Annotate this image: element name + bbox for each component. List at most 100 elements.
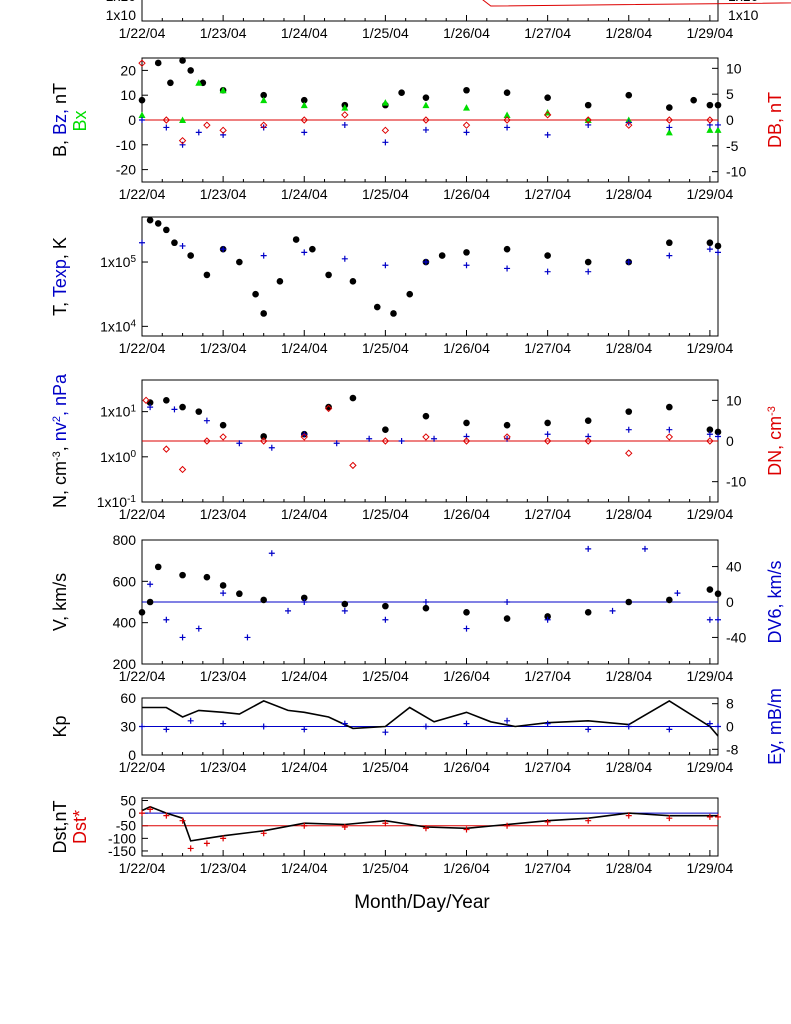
- data-point-velocity-1: [382, 616, 389, 623]
- data-point-kp-1: [504, 717, 511, 724]
- data-point-density-1: [625, 426, 632, 433]
- data-point-density-0: [706, 426, 714, 434]
- data-point-imf-0: [503, 89, 511, 97]
- data-point-imf-0: [584, 101, 592, 109]
- data-point-dst-1: [301, 822, 308, 829]
- panel-density: 1/22/04 1/23/04 1/24/04 1/25/04 1/26/04 1/27/…: [50, 373, 785, 522]
- y-axis-label-right-kp: Ey, mB/m: [765, 688, 785, 765]
- plot-frame-dst: [141, 797, 719, 857]
- data-point-temp-1: [382, 262, 389, 269]
- y-tick-label-right: 0: [726, 594, 734, 610]
- data-point-density-1: [203, 417, 210, 424]
- panel-temp: 1/22/04 1/23/04 1/24/04 1/25/04 1/26/04 1/27/…: [50, 216, 734, 356]
- x-tick-label: 1/22/04: [119, 668, 166, 684]
- data-point-kp-1: [422, 723, 429, 730]
- data-point-density-1: [706, 431, 713, 438]
- data-point-velocity-1: [609, 607, 616, 614]
- x-tick-label: 1/23/04: [200, 186, 247, 202]
- y-tick-label: 0: [128, 805, 136, 821]
- data-point-imf-3: [503, 116, 511, 124]
- data-point-density-0: [422, 412, 430, 420]
- data-point-imf-1: [422, 101, 430, 109]
- y-tick-label: 20: [120, 62, 136, 78]
- y-tick-label-right: -5: [726, 138, 739, 154]
- data-point-density-2: [381, 437, 390, 445]
- data-point-density-2: [162, 445, 171, 453]
- x-tick-label: 1/24/04: [281, 668, 328, 684]
- data-point-imf-2: [422, 126, 429, 133]
- data-point-density-2: [462, 437, 471, 445]
- data-point-temp-0: [406, 290, 414, 298]
- x-tick-label: 1/29/04: [687, 340, 734, 356]
- data-point-density-0: [260, 433, 267, 440]
- data-point-density-0: [349, 394, 357, 402]
- y-tick-label-right: 5: [726, 86, 734, 102]
- data-point-imf-2: [341, 121, 348, 128]
- panel-imf: 1/22/04 1/23/04 1/24/04 1/25/04 1/26/04 1/27/…: [50, 57, 785, 202]
- data-point-imf-3: [422, 116, 430, 124]
- x-tick-label: 1/22/04: [119, 506, 166, 522]
- data-point-imf-1: [219, 86, 227, 94]
- data-point-temp-0: [373, 303, 381, 311]
- y-tick-label: 1x105: [100, 254, 136, 271]
- x-tick-label: 1/23/04: [200, 25, 247, 41]
- data-point-velocity-0: [503, 615, 511, 622]
- data-point-kp-1: [382, 729, 389, 736]
- data-point-density-2: [584, 437, 592, 445]
- data-point-density-0: [195, 408, 203, 415]
- data-point-imf-1: [503, 111, 511, 119]
- data-point-velocity-1: [268, 550, 275, 557]
- data-point-density-2: [142, 396, 150, 405]
- x-tick-label: 1/22/04: [119, 860, 166, 876]
- data-point-temp-0: [260, 310, 267, 317]
- y-axis-label-right-imf: DB, nT: [765, 92, 785, 148]
- x-tick-label: 1/26/04: [443, 506, 490, 522]
- x-tick-label: 1/23/04: [200, 340, 247, 356]
- data-point-kp-1: [301, 726, 308, 733]
- data-point-density-1: [171, 406, 178, 413]
- y-axis-label-right-velocity: DV6, km/s: [765, 560, 785, 643]
- y-tick-label-right: -40: [726, 629, 746, 645]
- data-point-density-2: [503, 433, 511, 441]
- data-point-imf-3: [584, 116, 592, 124]
- x-tick-label: 1/27/04: [524, 860, 571, 876]
- y-tick-label: 50: [120, 793, 136, 809]
- y-tick-label: -100: [108, 830, 136, 846]
- x-tick-label: 1/27/04: [524, 340, 571, 356]
- data-point-imf-1: [665, 128, 673, 136]
- data-point-dst-1: [147, 806, 154, 813]
- data-point-imf-3: [259, 121, 268, 129]
- x-tick-label: 1/29/04: [687, 759, 734, 775]
- data-point-density-1: [366, 435, 373, 442]
- data-point-density-2: [203, 437, 211, 445]
- data-point-imf-1: [706, 126, 714, 133]
- data-point-kp-1: [544, 720, 551, 727]
- data-point-dst-1: [706, 813, 713, 820]
- data-point-temp-1: [544, 268, 551, 275]
- data-point-density-1: [715, 433, 721, 440]
- data-point-velocity-0: [260, 596, 267, 604]
- data-point-velocity-1: [544, 616, 551, 623]
- data-point-velocity-0: [179, 571, 186, 579]
- data-point-temp-0: [714, 242, 722, 250]
- y-axis-label-imf: B, Bz, nT: [50, 83, 70, 157]
- data-point-velocity-0: [341, 600, 349, 608]
- y-tick-label-right: 0: [726, 433, 734, 449]
- data-point-temp-0: [438, 252, 446, 259]
- x-tick-label: 1/28/04: [605, 25, 652, 41]
- y-tick-label-right: 0: [726, 112, 734, 128]
- data-point-temp-1: [139, 239, 145, 246]
- data-point-density-1: [666, 426, 673, 433]
- data-point-density-0: [544, 419, 551, 427]
- data-point-kp-1: [666, 726, 673, 733]
- x-tick-label: 1/28/04: [605, 186, 652, 202]
- data-point-density-1: [333, 440, 340, 447]
- x-tick-label: 1/27/04: [524, 186, 571, 202]
- data-point-velocity-0: [382, 602, 389, 610]
- data-point-density-0: [625, 408, 633, 415]
- data-point-kp-1: [341, 720, 348, 727]
- data-point-velocity-1: [220, 590, 227, 597]
- data-point-velocity-1: [285, 607, 292, 614]
- data-point-density-2: [422, 433, 430, 441]
